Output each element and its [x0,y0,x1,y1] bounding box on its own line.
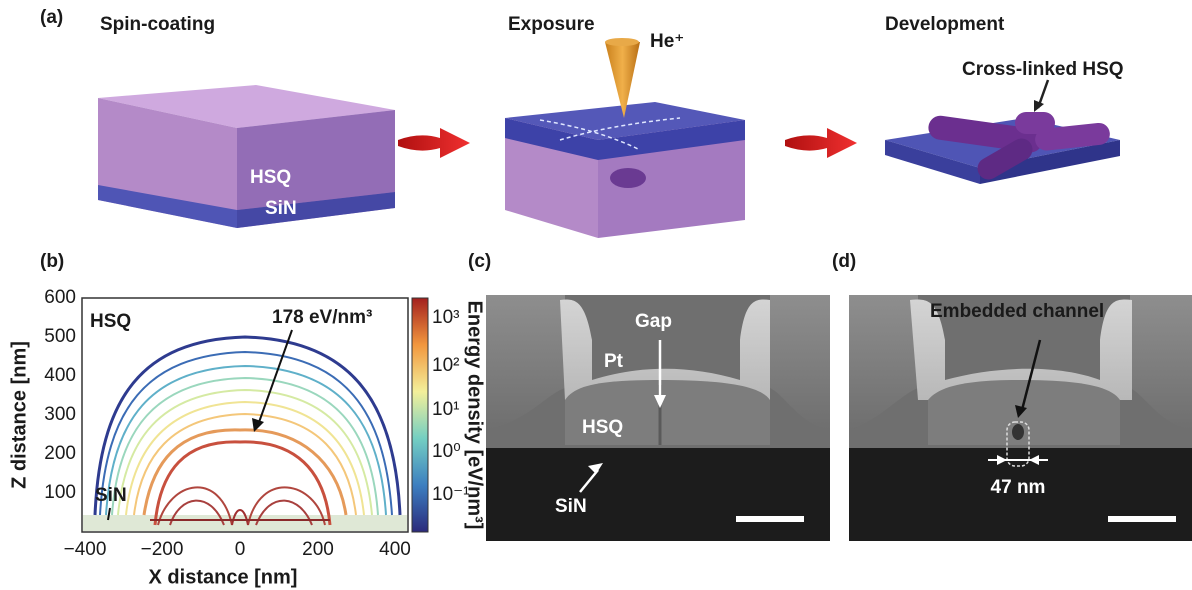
layer-label: HSQ [250,167,291,188]
contour-plot [82,298,408,532]
y-tick-label: 300 [44,404,76,425]
process-arrow [785,128,857,158]
y-tick-label: 400 [44,365,76,386]
panel-label: (c) [468,251,491,272]
layer-label: SiN [265,198,297,219]
annotation: HSQ [582,417,623,438]
structure-label: Cross-linked HSQ [962,59,1124,80]
x-tick-label: 400 [379,539,411,560]
process-arrow [398,128,470,158]
colorbar-tick-label: 10¹ [432,399,459,420]
y-tick-label: 100 [44,482,76,503]
x-tick-label: 0 [235,539,246,560]
annotation: Embedded channel [930,301,1104,322]
figure: (a) Spin-coating Exposure Development HS… [0,0,1192,590]
annotation: 47 nm [991,477,1046,498]
annotation: Gap [635,311,672,332]
x-tick-label: −400 [64,539,107,560]
exposure-box [505,38,745,238]
annotation: SiN [555,496,587,517]
panel-label: (b) [40,251,64,272]
y-tick-label: 600 [44,287,76,308]
development-box [885,80,1120,184]
spin-coating-box [98,85,395,228]
panel-label: (d) [832,251,856,272]
colorbar [412,298,428,532]
annotation: 178 eV/nm³ [272,307,372,328]
ion-label: He⁺ [650,31,684,52]
colorbar-tick-label: 10³ [432,307,459,328]
sem-image [849,295,1192,541]
annotation: Pt [604,351,624,372]
colorbar-label: Energy density [eV/nm³] [464,301,486,530]
colorbar-tick-label: 10⁰ [432,441,461,462]
step-title: Development [885,14,1005,35]
annotation: SiN [95,485,127,506]
y-axis-label: Z distance [nm] [8,341,30,489]
x-axis-label: X distance [nm] [149,566,298,588]
y-tick-label: 500 [44,326,76,347]
annotation: HSQ [90,311,131,332]
step-title: Spin-coating [100,14,215,35]
y-ticks: 100 200 300 400 500 600 [44,287,76,503]
colorbar-tick-label: 10² [432,355,459,376]
step-title: Exposure [508,14,595,35]
x-tick-label: 200 [302,539,334,560]
x-ticks: −400 −200 0 200 400 [64,539,411,560]
panel-label: (a) [40,7,63,28]
x-tick-label: −200 [141,539,184,560]
y-tick-label: 200 [44,443,76,464]
